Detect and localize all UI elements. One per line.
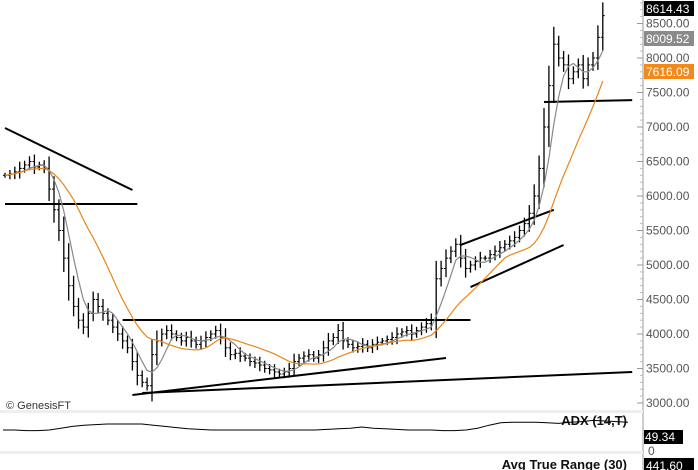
y-tick-label: 6000.00 <box>646 189 690 203</box>
y-tick-label: 8000.00 <box>646 51 690 65</box>
adx-value-tag <box>644 430 683 444</box>
y-tick-label: 6500.00 <box>646 155 690 169</box>
fast-ma-tag <box>644 31 694 46</box>
y-tick-label: 8500.00 <box>646 17 690 31</box>
trendline <box>543 99 633 104</box>
slow-ma-label: 7616.09 <box>646 65 690 79</box>
slow-ma-line <box>4 80 604 365</box>
y-tick-label: 5500.00 <box>646 224 690 238</box>
panel-divider <box>0 451 643 454</box>
y-tick-label: 5000.00 <box>646 258 690 272</box>
panel-divider <box>0 410 643 413</box>
y-tick-label: 4000.00 <box>646 327 690 341</box>
atr-value-tag <box>644 458 694 470</box>
atr-value: 441.60 <box>646 459 683 470</box>
trendline <box>470 244 565 288</box>
trendline <box>460 208 555 246</box>
watermark: © GenesisFT <box>6 400 71 412</box>
y-tick-label: 7000.00 <box>646 120 690 134</box>
fast-ma-label: 8009.52 <box>646 32 690 46</box>
trendline <box>4 127 133 191</box>
trendline <box>142 370 633 394</box>
y-tick-label: 4500.00 <box>646 293 690 307</box>
adx-zero-tick: 0 <box>648 444 655 458</box>
atr-label: Avg True Range (30) <box>502 457 627 470</box>
y-tick-label: 3500.00 <box>646 362 690 376</box>
y-tick-label: 7500.00 <box>646 86 690 100</box>
last-price-label: 8614.43 <box>646 2 690 16</box>
slow-ma-tag <box>644 64 694 79</box>
y-tick-label: 3000.00 <box>646 396 690 410</box>
last-price-tag <box>644 1 694 16</box>
adx-value: 49.34 <box>645 430 675 444</box>
adx-line <box>3 419 629 432</box>
